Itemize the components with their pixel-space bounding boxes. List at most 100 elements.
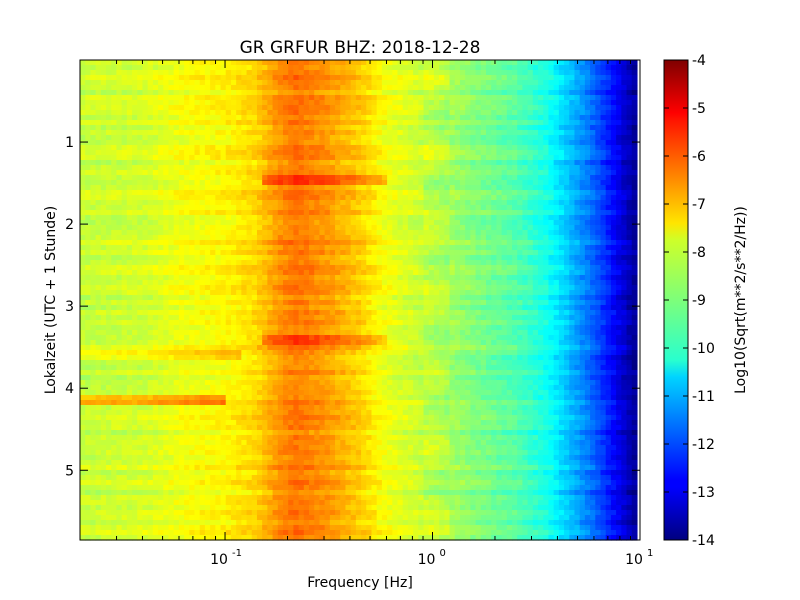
heatmap-cell — [564, 100, 570, 106]
heatmap-cell — [616, 250, 622, 256]
heatmap-cell — [132, 120, 138, 126]
heatmap-cell — [626, 70, 633, 76]
heatmap-cell — [428, 200, 435, 206]
heatmap-cell — [225, 205, 232, 211]
heatmap-cell — [355, 115, 362, 121]
heatmap-cell — [116, 250, 123, 256]
heatmap-cell — [189, 260, 196, 266]
heatmap-cell — [475, 195, 482, 201]
heatmap-cell — [282, 160, 289, 166]
heatmap-cell — [85, 235, 91, 241]
heatmap-cell — [423, 180, 430, 186]
heatmap-cell — [126, 165, 133, 171]
heatmap-cell — [236, 145, 242, 151]
heatmap-cell — [147, 205, 154, 211]
heatmap-cell — [475, 75, 482, 81]
heatmap-cell — [605, 80, 612, 86]
heatmap-cell — [512, 265, 518, 271]
heatmap-cell — [173, 110, 180, 116]
heatmap-cell — [132, 230, 138, 236]
heatmap-cell — [168, 255, 175, 261]
heatmap-cell — [470, 205, 477, 211]
heatmap-cell — [314, 225, 321, 231]
heatmap-cell — [178, 120, 185, 126]
heatmap-cell — [350, 130, 357, 136]
heatmap-cell — [610, 240, 617, 246]
heatmap-cell — [506, 115, 513, 121]
heatmap-cell — [517, 215, 524, 221]
heatmap-cell — [402, 165, 409, 171]
heatmap-cell — [595, 165, 602, 171]
heatmap-cell — [267, 150, 274, 156]
heatmap-cell — [590, 210, 596, 216]
heatmap-cell — [158, 70, 164, 76]
heatmap-cell — [381, 95, 388, 101]
heatmap-cell — [465, 100, 471, 106]
heatmap-cell — [402, 230, 409, 236]
heatmap-cell — [548, 255, 555, 261]
heatmap-cell — [199, 140, 206, 146]
heatmap-cell — [506, 200, 513, 206]
heatmap-cell — [517, 165, 524, 171]
heatmap-cell — [626, 190, 633, 196]
heatmap-cell — [376, 115, 383, 121]
heatmap-cell — [246, 85, 253, 91]
heatmap-cell — [225, 290, 232, 296]
heatmap-cell — [610, 220, 617, 226]
heatmap-cell — [152, 285, 159, 291]
heatmap-cell — [199, 65, 206, 71]
heatmap-cell — [319, 290, 326, 296]
heatmap-cell — [158, 220, 164, 226]
heatmap-cell — [225, 115, 232, 121]
heatmap-cell — [459, 290, 466, 296]
heatmap-cell — [152, 130, 159, 136]
heatmap-cell — [600, 90, 607, 96]
heatmap-cell — [496, 150, 503, 156]
heatmap-cell — [90, 210, 97, 216]
heatmap-cell — [459, 260, 466, 266]
heatmap-cell — [80, 235, 86, 241]
heatmap-cell — [116, 260, 123, 266]
heatmap-cell — [158, 245, 164, 251]
heatmap-cell — [241, 265, 248, 271]
heatmap-cell — [584, 270, 591, 276]
heatmap-cell — [298, 160, 305, 166]
heatmap-cell — [631, 220, 638, 226]
heatmap-cell — [600, 190, 607, 196]
heatmap-cell — [111, 280, 118, 286]
heatmap-cell — [475, 185, 482, 191]
heatmap-cell — [267, 75, 274, 81]
heatmap-cell — [558, 120, 565, 126]
heatmap-cell — [204, 155, 211, 161]
heatmap-cell — [303, 180, 310, 186]
heatmap-cell — [319, 105, 326, 111]
heatmap-cell — [543, 75, 550, 81]
heatmap-cell — [309, 230, 315, 236]
heatmap-cell — [309, 285, 315, 291]
heatmap-cell — [512, 140, 518, 146]
heatmap-cell — [246, 105, 253, 111]
heatmap-cell — [262, 225, 268, 231]
heatmap-cell — [626, 230, 633, 236]
heatmap-cell — [605, 245, 612, 251]
heatmap-cell — [543, 245, 550, 251]
heatmap-cell — [230, 230, 237, 236]
heatmap-cell — [158, 130, 164, 136]
heatmap-cell — [444, 205, 451, 211]
heatmap-cell — [616, 65, 622, 71]
heatmap-cell — [142, 255, 149, 261]
heatmap-cell — [309, 220, 315, 226]
heatmap-cell — [553, 75, 560, 81]
heatmap-cell — [590, 60, 596, 66]
heatmap-cell — [485, 120, 492, 126]
heatmap-cell — [387, 210, 393, 216]
heatmap-cell — [350, 105, 357, 111]
heatmap-cell — [616, 155, 622, 161]
heatmap-cell — [314, 240, 321, 246]
heatmap-cell — [121, 100, 128, 106]
heatmap-cell — [459, 65, 466, 71]
heatmap-cell — [251, 240, 258, 246]
heatmap-cell — [251, 165, 258, 171]
heatmap-cell — [485, 150, 492, 156]
heatmap-cell — [173, 125, 180, 131]
